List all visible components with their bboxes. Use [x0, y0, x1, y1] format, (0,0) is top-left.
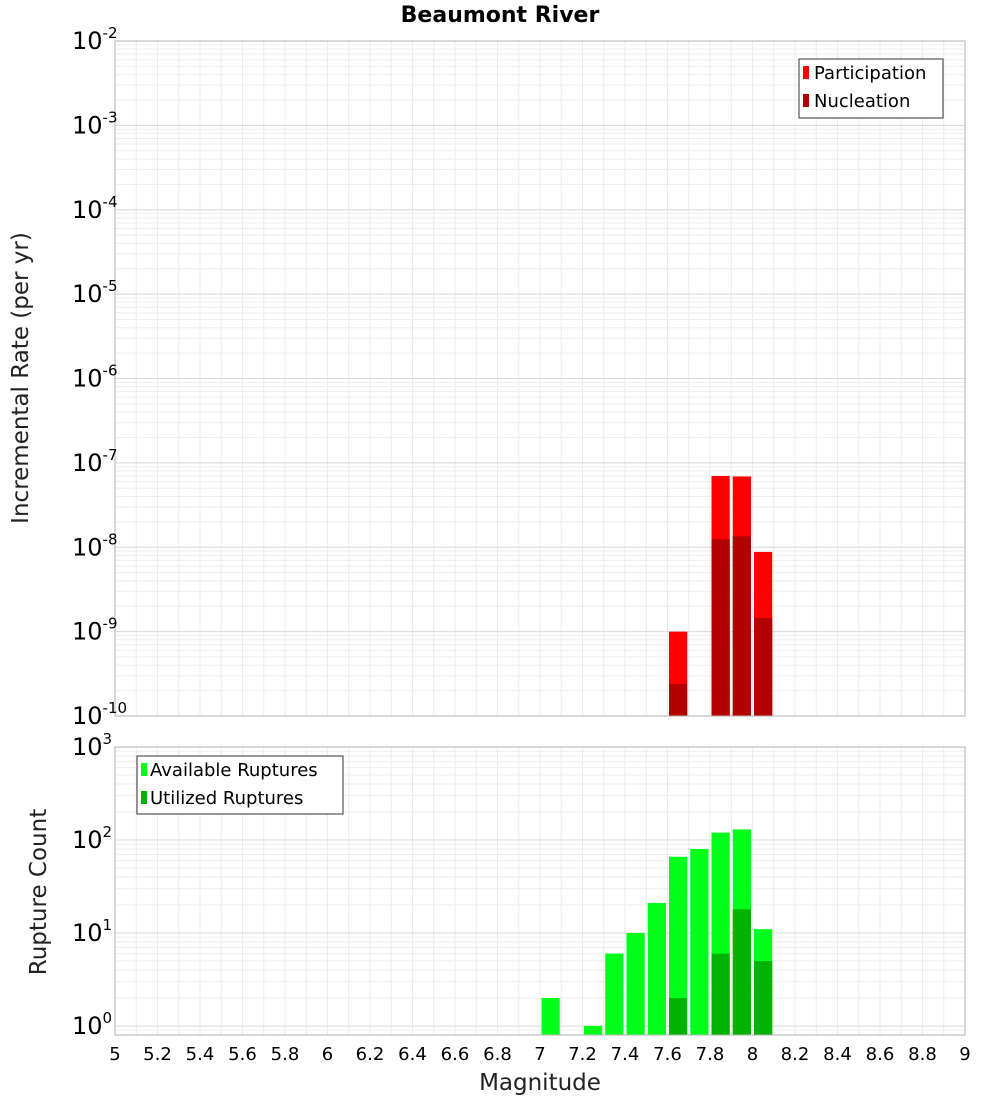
x-axis-label: Magnitude	[479, 1070, 601, 1096]
x-tick-label: 7.6	[653, 1044, 682, 1065]
top-y-ticks: 10-10 10-9 10-8 10-7 10-6 10-5 10-4 10-3 10-2	[72, 24, 127, 730]
top-bar-nucleation	[711, 539, 730, 716]
legend-label-nucleation: Nucleation	[814, 91, 910, 112]
top-y-tick-label: 10-5	[72, 277, 118, 308]
top-plot-frame	[114, 40, 966, 717]
top-y-tick-label: 10-8	[72, 530, 118, 561]
top-y-axis-label: Incremental Rate (per yr)	[8, 232, 34, 524]
legend-swatch-available-ruptures	[141, 763, 147, 776]
legend-swatch-nucleation	[803, 94, 809, 107]
bottom-bar-available-ruptures	[647, 903, 666, 1035]
top-bar-nucleation	[669, 683, 688, 716]
top-legend: Participation Nucleation	[798, 58, 944, 119]
x-tick-label: 5.4	[186, 1044, 215, 1065]
x-tick-label: 5	[109, 1044, 120, 1065]
bottom-bar-available-ruptures	[669, 856, 688, 1035]
x-tick-label: 8.6	[866, 1044, 895, 1065]
top-y-tick-label: 10-2	[72, 24, 118, 55]
top-bar-nucleation	[732, 536, 751, 716]
bottom-bar-available-ruptures	[584, 1025, 603, 1035]
x-tick-label: 6.2	[356, 1044, 385, 1065]
x-tick-label: 8.4	[823, 1044, 852, 1065]
top-plot-bars	[669, 475, 773, 716]
bottom-bar-available-ruptures	[690, 849, 709, 1035]
x-ticks: 5 5.2 5.4 5.6 5.8 6 6.2 6.4 6.6 6.8 7 7.2 7.4 7.6 7.8 8…	[109, 1044, 970, 1065]
top-y-tick-label: 10-9	[72, 615, 118, 646]
bottom-legend: Available Ruptures Utilized Ruptures	[136, 755, 344, 815]
bottom-bar-utilized-ruptures	[711, 953, 730, 1035]
legend-label-participation: Participation	[814, 63, 926, 84]
bottom-y-axis-label: Rupture Count	[26, 809, 52, 975]
bottom-y-ticks: 100 101 102 103	[72, 730, 112, 1040]
bottom-y-tick-label: 102	[72, 823, 112, 854]
x-tick-label: 5.2	[143, 1044, 172, 1065]
bottom-bar-available-ruptures	[605, 953, 624, 1035]
legend-swatch-participation	[803, 66, 809, 79]
legend-label-utilized-ruptures: Utilized Ruptures	[150, 788, 303, 809]
top-y-tick-label: 10-10	[72, 699, 127, 730]
x-tick-label: 5.8	[271, 1044, 300, 1065]
legend-swatch-utilized-ruptures	[141, 791, 147, 804]
bottom-bar-available-ruptures	[626, 932, 645, 1035]
top-y-tick-label: 10-4	[72, 193, 118, 224]
bottom-plot-frame	[114, 746, 966, 1036]
bottom-bar-utilized-ruptures	[732, 909, 751, 1035]
x-tick-label: 7.8	[696, 1044, 725, 1065]
x-tick-label: 7.2	[568, 1044, 597, 1065]
bottom-plot-bars	[541, 829, 773, 1035]
bottom-y-tick-label: 101	[72, 916, 112, 947]
top-y-tick-label: 10-3	[72, 108, 118, 139]
top-y-tick-label: 10-7	[72, 446, 118, 477]
x-tick-label: 6.4	[398, 1044, 427, 1065]
bottom-legend-box	[136, 755, 344, 815]
bottom-plot-grid	[114, 746, 966, 1036]
x-tick-label: 6.8	[483, 1044, 512, 1065]
bottom-y-tick-label: 103	[72, 730, 112, 761]
x-tick-label: 5.6	[228, 1044, 257, 1065]
bottom-y-tick-label: 100	[72, 1009, 112, 1040]
x-tick-label: 9	[959, 1044, 970, 1065]
bottom-bar-utilized-ruptures	[754, 960, 773, 1035]
x-tick-label: 6.6	[441, 1044, 470, 1065]
top-plot-grid	[114, 40, 966, 717]
bottom-bar-utilized-ruptures	[669, 997, 688, 1035]
legend-label-available-ruptures: Available Ruptures	[150, 760, 318, 781]
top-legend-box	[798, 58, 944, 119]
top-bar-nucleation	[754, 618, 773, 716]
x-tick-label: 6	[322, 1044, 333, 1065]
top-y-tick-label: 10-6	[72, 362, 118, 393]
x-tick-label: 7.4	[611, 1044, 640, 1065]
x-tick-label: 8.2	[781, 1044, 810, 1065]
chart-title: Beaumont River	[401, 3, 600, 28]
x-tick-label: 7	[534, 1044, 545, 1065]
x-tick-label: 8.8	[908, 1044, 937, 1065]
bottom-bar-available-ruptures	[541, 997, 560, 1035]
x-tick-label: 8	[747, 1044, 758, 1065]
